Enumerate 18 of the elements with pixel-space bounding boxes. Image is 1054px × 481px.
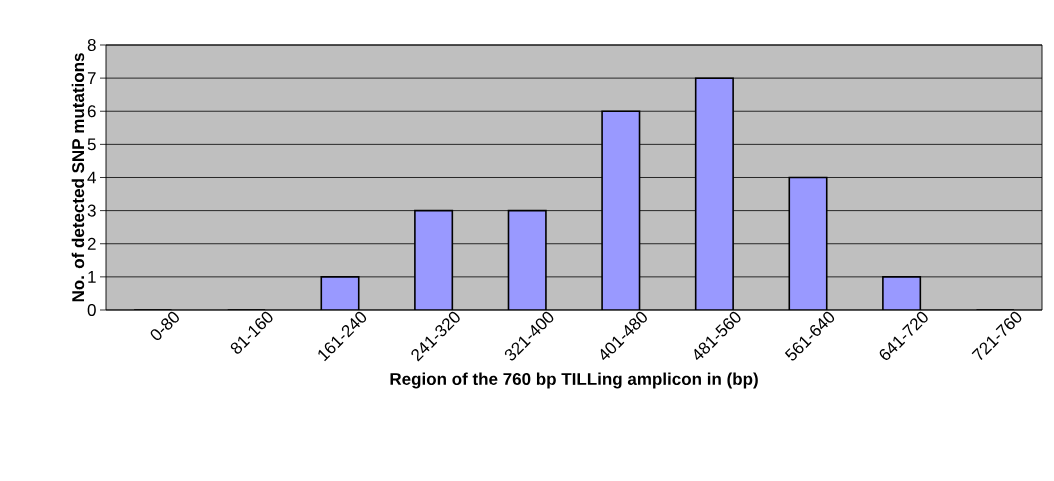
y-tick-label: 1 xyxy=(88,271,96,283)
bar xyxy=(507,209,547,310)
y-tick-label: 8 xyxy=(87,38,96,52)
x-axis-title: Region of the 760 bp TILLing amplicon in (bp) xyxy=(390,372,758,389)
y-tick-label: 6 xyxy=(87,105,96,118)
y-tick-label: 4 xyxy=(87,171,96,184)
bar xyxy=(788,176,828,310)
y-tick-label: 0 xyxy=(87,303,96,317)
y-tick-label: 7 xyxy=(87,72,96,84)
bar xyxy=(320,276,360,310)
y-tick-label: 2 xyxy=(87,237,96,250)
y-tick-label: 3 xyxy=(87,204,96,217)
bar xyxy=(694,77,734,310)
y-axis-title: No. of detected SNP mutations xyxy=(71,53,85,302)
y-tick-label: 5 xyxy=(87,138,96,151)
bar xyxy=(601,110,641,310)
bar xyxy=(882,276,922,310)
bar xyxy=(414,209,454,310)
